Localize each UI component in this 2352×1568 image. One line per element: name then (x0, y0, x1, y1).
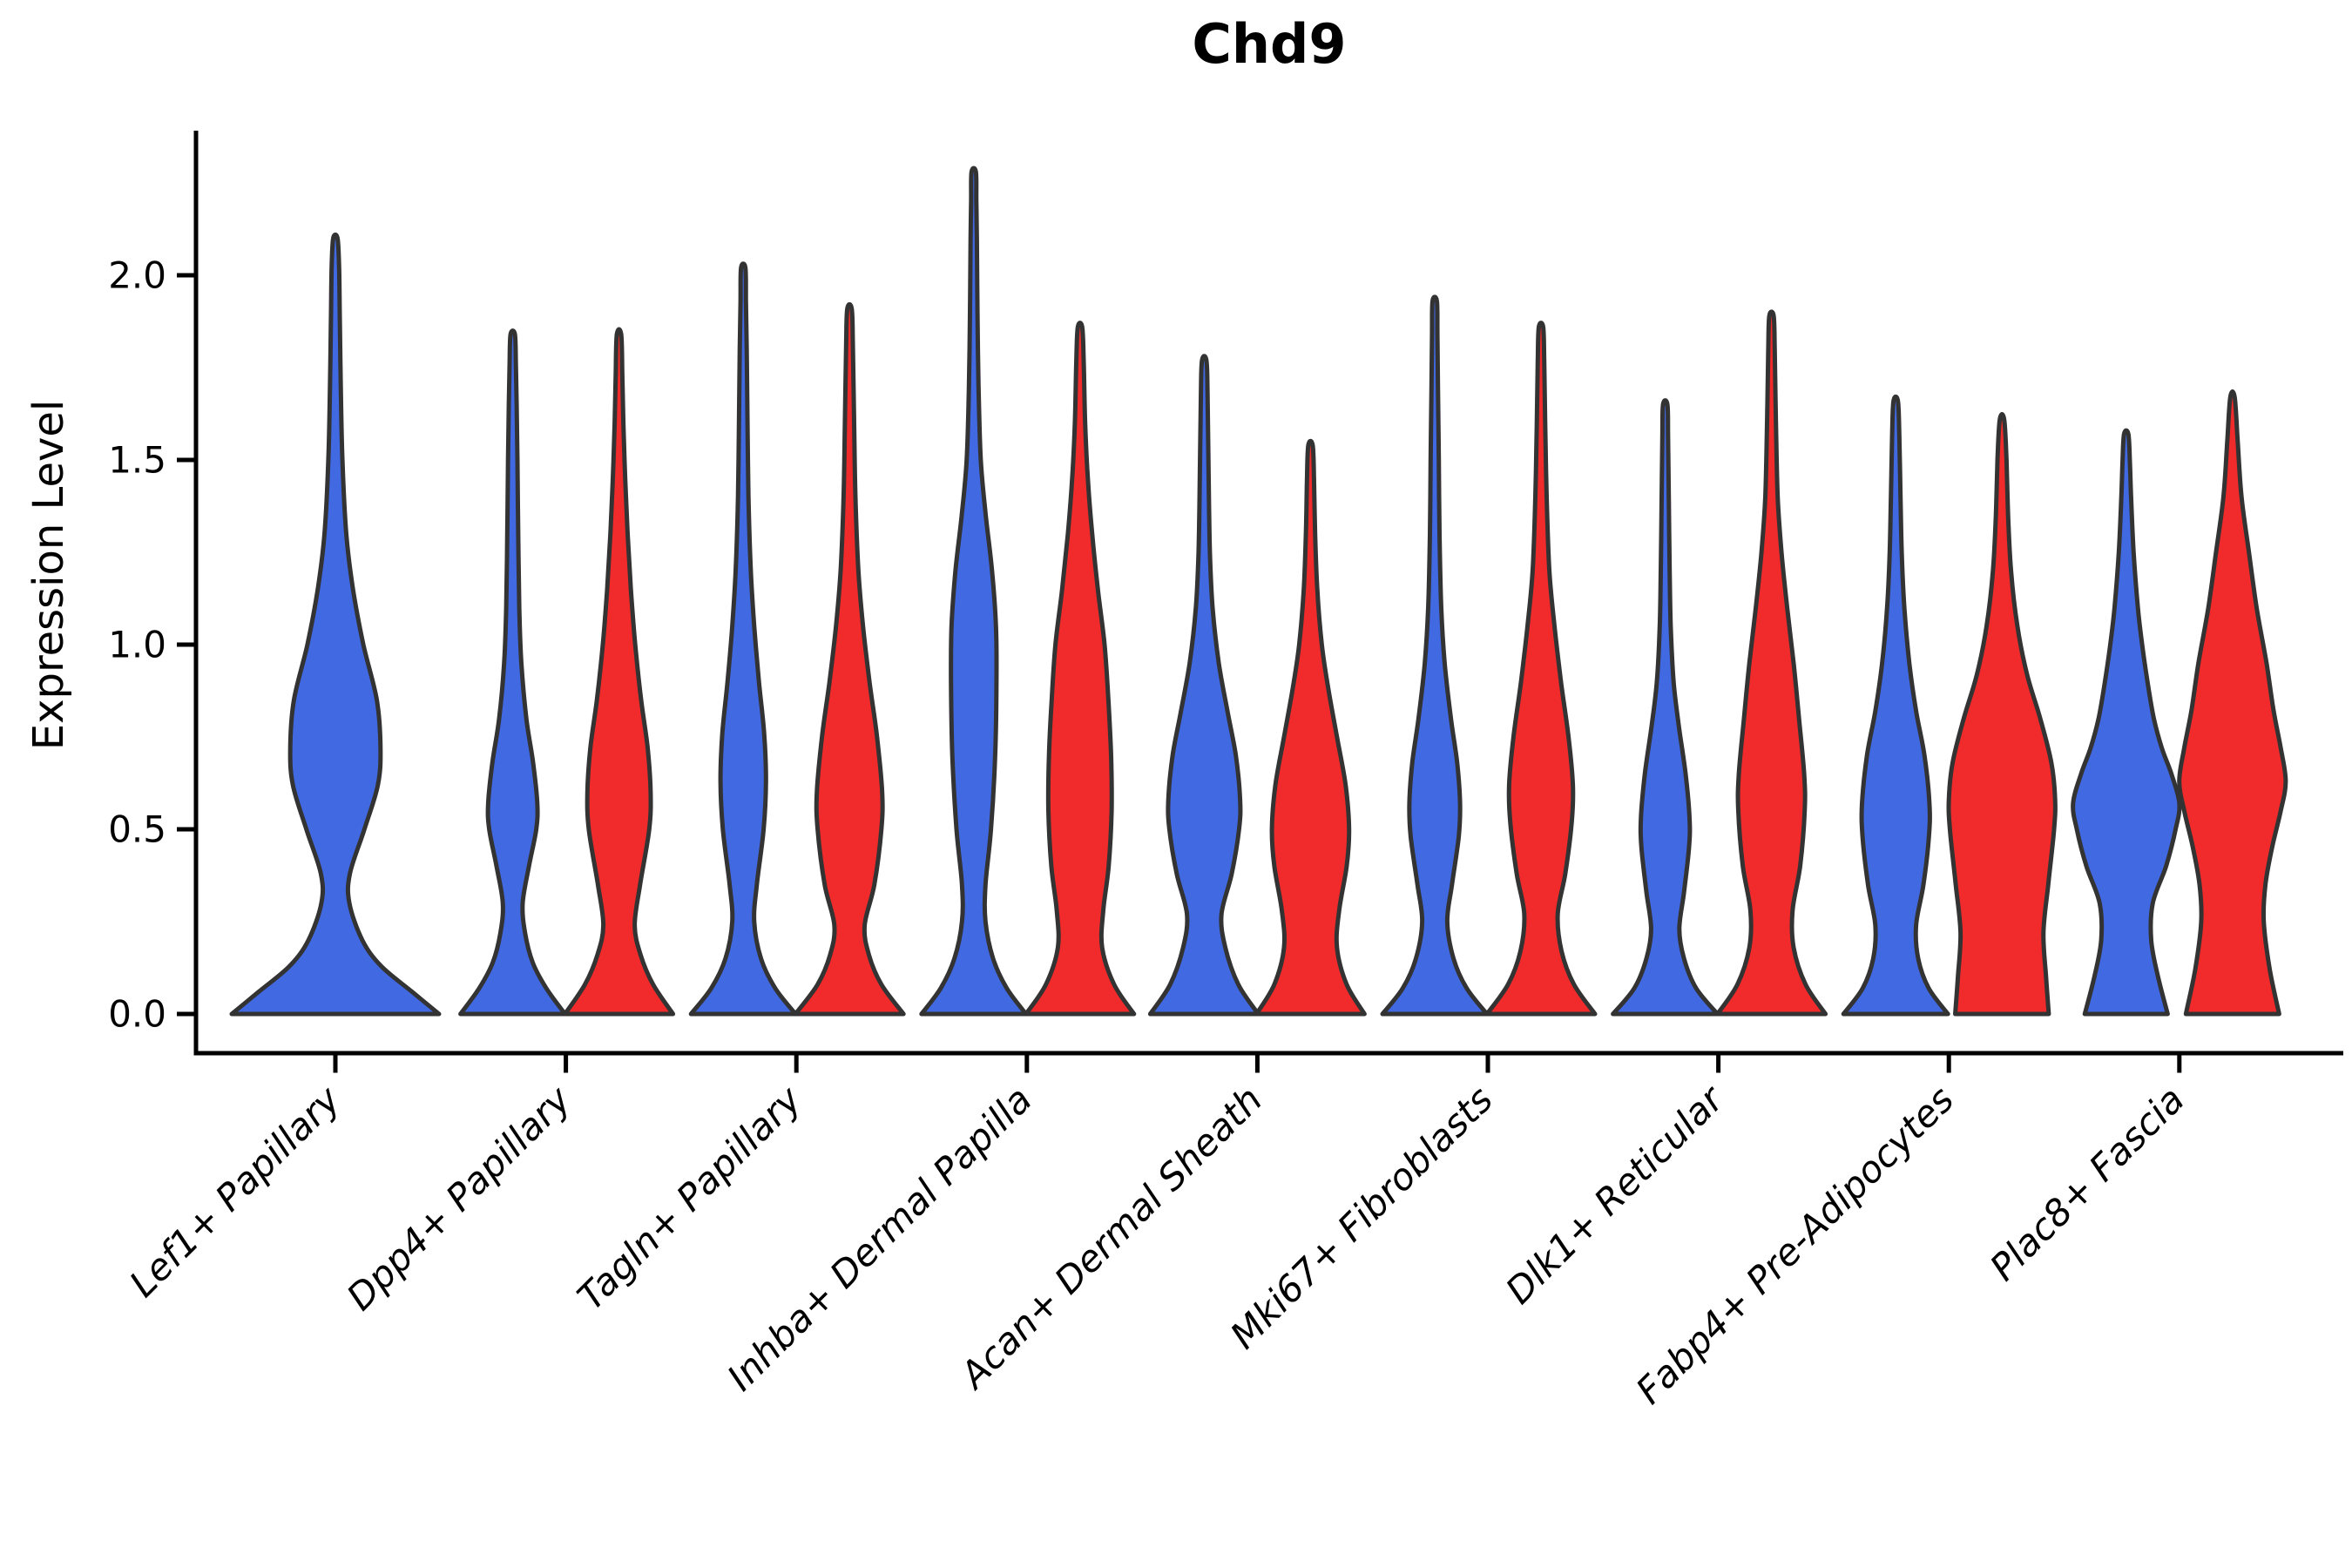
violin-mki67-fibroblasts-red (1484, 321, 1598, 1017)
y-tick-label-0.0: 0.0 (108, 993, 166, 1036)
violin-fabp4-pre-adipocytes-red (1946, 412, 2058, 1017)
x-tick-label-dlk1-reticular: Dlk1+ Reticular (1497, 1076, 1734, 1312)
violin-inhba-dermal-papilla-red (1024, 321, 1137, 1017)
y-tick-label-2.0: 2.0 (108, 254, 166, 297)
x-tick-label-tagln-papillary: Tagln+ Papillary (569, 1078, 810, 1319)
violin-dpp4-papillary-blue (458, 328, 568, 1017)
violin-lef1-papillary-blue (229, 232, 442, 1017)
x-tick-label-lef1-papillary: Lef1+ Papillary (121, 1078, 349, 1306)
violin-acan-dermal-sheath-blue (1147, 354, 1260, 1017)
violin-dlk1-reticular-blue (1611, 398, 1720, 1017)
violin-acan-dermal-sheath-red (1254, 438, 1367, 1017)
y-tick-label-0.5: 0.5 (108, 808, 166, 851)
chart-title: Chd9 (1192, 12, 1347, 76)
x-tick-label-mki67-fibroblasts: Mki67+ Fibroblasts (1222, 1078, 1501, 1356)
violin-fabp4-pre-adipocytes-blue (1841, 394, 1950, 1017)
y-axis-label: Expression Level (24, 399, 73, 751)
violin-dpp4-papillary-red (563, 327, 676, 1017)
y-tick-label-1.5: 1.5 (108, 439, 166, 482)
y-tick-label-1.0: 1.0 (108, 624, 166, 666)
x-tick-label-dpp4-papillary: Dpp4+ Papillary (339, 1078, 580, 1319)
x-tick-label-plac8-fascia: Plac8+ Fascia (1982, 1078, 2193, 1288)
violin-plac8-fascia-blue (2071, 428, 2182, 1017)
violin-tagln-papillary-red (793, 301, 906, 1017)
violin-inhba-dermal-papilla-blue (919, 166, 1029, 1017)
violin-plac8-fascia-red (2177, 389, 2288, 1017)
violin-tagln-papillary-blue (688, 261, 798, 1017)
violin-mki67-fibroblasts-blue (1380, 294, 1490, 1017)
violin-dlk1-reticular-red (1715, 309, 1828, 1017)
